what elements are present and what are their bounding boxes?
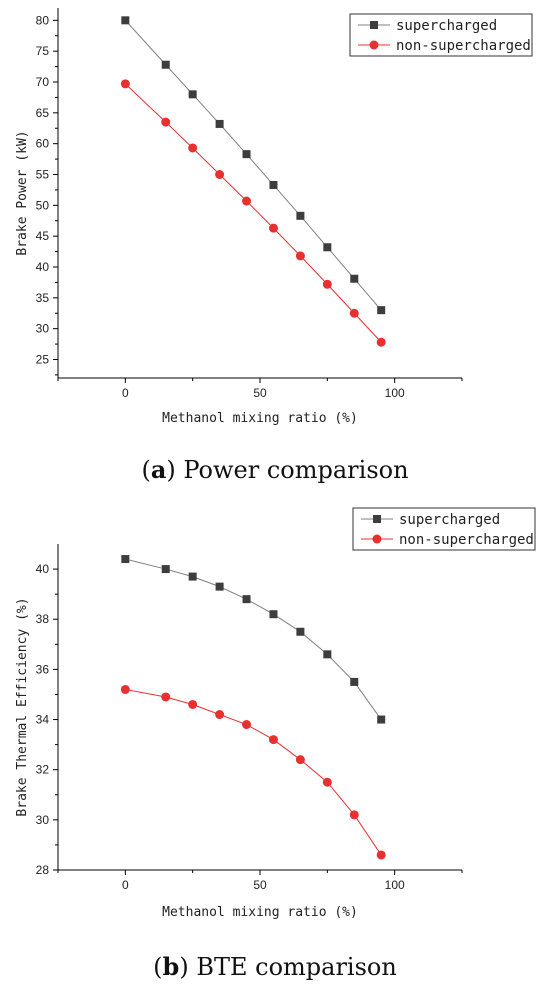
data-point-square [188,90,197,99]
x-tick-label: 0 [122,386,129,400]
data-point-circle [242,720,252,730]
y-tick-label: 65 [36,106,50,120]
legend-marker-square [370,21,378,29]
legend-label: supercharged [396,18,497,34]
legend-label: non-supercharged [399,532,534,548]
y-tick-label: 25 [36,353,50,367]
data-point-square [269,180,278,189]
caption-letter: b [162,952,180,981]
x-axis-label: Methanol mixing ratio (%) [162,411,358,426]
data-point-circle [376,337,386,347]
caption-text: Power comparison [183,456,409,484]
legend-box [352,507,536,551]
data-point-square [323,243,332,252]
data-point-square [215,582,224,591]
y-tick-label: 70 [36,75,50,89]
legend-label: non-supercharged [396,38,531,54]
legend-marker-square [373,515,381,523]
data-point-square [296,627,305,636]
data-point-circle [120,79,130,89]
data-point-circle [188,699,198,709]
y-tick-label: 40 [36,260,50,274]
data-point-circle [322,777,332,787]
y-tick-label: 38 [36,612,50,626]
caption-letter: a [150,455,167,484]
data-point-square [377,306,386,315]
x-tick-label: 100 [385,878,405,892]
data-point-square [242,595,251,604]
x-tick-label: 100 [385,386,405,400]
data-point-circle [268,735,278,745]
y-tick-label: 30 [36,813,50,827]
caption-bte-comparison: (b) BTE comparison [153,952,397,981]
data-point-square [188,572,197,581]
y-tick-label: 40 [36,562,50,576]
y-tick-label: 60 [36,137,50,151]
legend-box [349,13,533,57]
x-tick-label: 50 [253,878,267,892]
series-line [125,558,382,720]
x-tick-label: 0 [122,878,129,892]
data-point-square [323,650,332,659]
series-line [125,688,382,856]
data-point-square [377,715,386,724]
data-point-circle [295,251,305,261]
y-tick-label: 45 [36,229,50,243]
data-point-square [242,150,251,159]
data-point-square [296,211,305,220]
x-axis-label: Methanol mixing ratio (%) [162,905,358,920]
series-line [124,83,382,343]
caption-text: BTE comparison [196,953,397,981]
y-axis-label: Brake Power (kW) [15,130,30,255]
data-point-square [350,677,359,686]
data-point-circle [349,308,359,318]
data-point-circle [242,196,252,206]
data-point-square [161,565,170,574]
data-point-circle [322,279,332,289]
y-tick-label: 34 [36,713,50,727]
data-point-square [350,274,359,283]
data-point-square [121,16,130,25]
legend-label: supercharged [399,512,500,528]
data-point-circle [349,810,359,820]
data-point-circle [188,143,198,153]
bte-comparison-chart: 28 30 32 34 36 38 40 0 50 100 Brake Thermal Effici… [15,507,536,920]
y-tick-label: 75 [36,44,50,58]
y-tick-label: 55 [36,168,50,182]
data-point-circle [268,223,278,233]
power-comparison-chart: 25 30 35 40 45 50 55 60 65 70 75 80 0 50 100 Brake Powe… [15,8,533,426]
caption-power-comparison: (a) Power comparison [141,455,409,484]
data-point-square [121,555,130,564]
y-tick-label: 50 [36,198,50,212]
series-line [124,19,382,311]
legend-marker-circle [369,40,379,50]
data-point-circle [215,170,225,179]
data-point-square [215,119,224,128]
data-point-circle [215,710,225,720]
y-axis-label: Brake Thermal Efficiency (%) [15,597,30,816]
y-tick-label: 28 [36,863,50,877]
y-tick-label: 35 [36,291,50,305]
y-tick-label: 32 [36,763,50,777]
data-point-circle [161,117,171,127]
data-point-circle [295,755,305,765]
data-point-square [269,610,278,619]
data-point-square [161,60,170,69]
legend-marker-circle [372,534,382,544]
data-point-circle [376,850,386,860]
data-point-circle [161,692,171,702]
y-tick-label: 30 [36,322,50,336]
y-tick-label: 36 [36,662,50,676]
x-tick-label: 50 [253,386,267,400]
data-point-circle [120,684,130,694]
y-tick-label: 80 [36,13,50,27]
